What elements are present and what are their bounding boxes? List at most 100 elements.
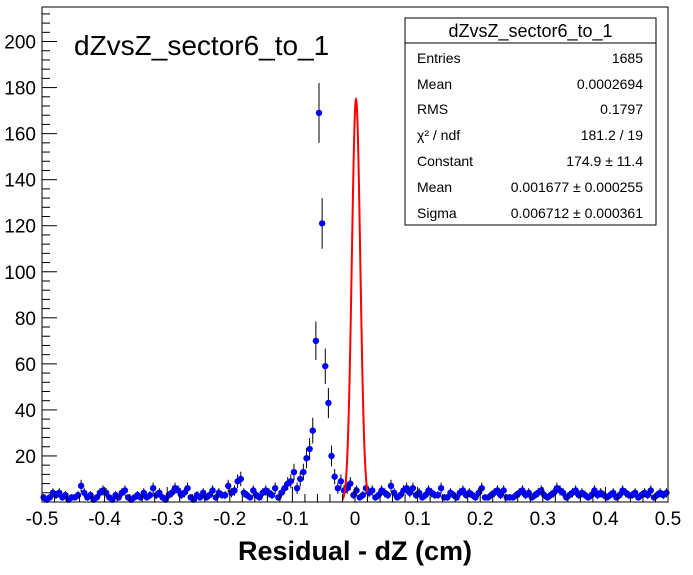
point-marker bbox=[409, 484, 417, 492]
stats-label-entries: Entries bbox=[417, 50, 461, 66]
point-marker bbox=[337, 478, 345, 485]
point-marker bbox=[174, 487, 182, 494]
data-point bbox=[397, 491, 404, 500]
x-axis: -0.5 -0.4 -0.3 -0.2 -0.1 0 0.1 0.2 0.3 0.4 0.5 bbox=[26, 487, 681, 530]
point-marker bbox=[384, 491, 392, 499]
data-point bbox=[591, 485, 598, 496]
point-marker bbox=[256, 494, 263, 501]
point-marker bbox=[209, 487, 216, 494]
point-marker bbox=[359, 491, 367, 499]
data-point bbox=[444, 494, 451, 501]
stats-label-fit-mean: Mean bbox=[417, 179, 452, 195]
point-marker bbox=[293, 484, 301, 492]
point-marker bbox=[478, 484, 485, 492]
point-marker bbox=[434, 491, 442, 499]
data-point bbox=[287, 474, 295, 489]
point-marker bbox=[572, 487, 579, 494]
point-marker bbox=[300, 468, 307, 476]
y-tick-label: 80 bbox=[15, 309, 36, 330]
point-marker bbox=[644, 491, 651, 499]
point-marker bbox=[149, 484, 157, 492]
data-point bbox=[184, 482, 191, 494]
data-point bbox=[478, 482, 485, 494]
data-point bbox=[331, 469, 338, 485]
point-marker bbox=[328, 452, 335, 460]
data-point bbox=[290, 463, 298, 481]
point-marker bbox=[303, 455, 310, 462]
point-marker bbox=[322, 362, 329, 370]
x-axis-title: Residual - dZ (cm) bbox=[238, 536, 472, 566]
x-tick-label: 0.1 bbox=[404, 509, 430, 530]
point-marker bbox=[231, 487, 238, 494]
point-marker bbox=[121, 487, 129, 494]
stats-value-fit-mean: 0.001677 ± 0.000255 bbox=[511, 179, 643, 195]
data-point bbox=[312, 321, 320, 361]
data-point bbox=[121, 485, 129, 496]
stats-value-constant: 174.9 ± 11.4 bbox=[566, 153, 643, 169]
point-marker bbox=[196, 494, 204, 501]
data-point bbox=[196, 494, 204, 501]
stats-value-rms: 0.1797 bbox=[600, 101, 643, 117]
data-point bbox=[81, 488, 88, 498]
data-point bbox=[434, 491, 442, 500]
stats-label-rms: RMS bbox=[417, 101, 448, 117]
x-tick-label: 0 bbox=[350, 509, 361, 530]
y-tick-label: 20 bbox=[15, 447, 36, 468]
point-marker bbox=[168, 489, 176, 496]
data-point bbox=[174, 485, 182, 496]
data-point bbox=[315, 82, 323, 143]
data-point bbox=[271, 482, 279, 494]
point-marker bbox=[312, 337, 320, 345]
data-point bbox=[422, 491, 429, 500]
point-marker bbox=[519, 487, 526, 494]
data-point bbox=[572, 485, 579, 496]
stats-box: dZvsZ_sector6_to_1 Entries 1685 Mean 0.0… bbox=[404, 17, 657, 226]
data-point bbox=[494, 485, 501, 496]
x-tick-label: 0.2 bbox=[467, 509, 493, 530]
data-point bbox=[93, 494, 100, 501]
data-point bbox=[437, 482, 445, 494]
point-marker bbox=[290, 468, 298, 476]
point-marker bbox=[494, 487, 501, 494]
point-marker bbox=[109, 496, 116, 503]
stats-label-mean: Mean bbox=[417, 76, 452, 92]
point-marker bbox=[271, 484, 279, 492]
data-point bbox=[459, 485, 467, 496]
point-marker bbox=[246, 494, 254, 501]
data-point bbox=[318, 198, 326, 249]
point-marker bbox=[315, 109, 323, 117]
point-marker bbox=[81, 489, 88, 496]
data-point bbox=[237, 471, 244, 487]
point-marker bbox=[422, 491, 429, 499]
data-point bbox=[647, 485, 654, 496]
point-marker bbox=[297, 475, 304, 483]
data-point bbox=[406, 488, 413, 498]
data-point bbox=[409, 482, 417, 494]
point-marker bbox=[268, 491, 276, 499]
data-point bbox=[181, 488, 188, 498]
stats-label-chi2: χ² / ndf bbox=[417, 127, 460, 143]
data-point bbox=[644, 491, 651, 500]
data-point bbox=[109, 496, 116, 503]
data-point bbox=[206, 491, 213, 500]
point-marker bbox=[46, 494, 54, 501]
data-point bbox=[631, 488, 639, 498]
data-point bbox=[384, 491, 392, 500]
stats-box-frame bbox=[404, 17, 657, 226]
data-point bbox=[168, 488, 176, 498]
data-point bbox=[497, 491, 504, 500]
stats-value-mean: 0.0002694 bbox=[577, 76, 643, 92]
data-point bbox=[369, 485, 376, 496]
data-point bbox=[500, 485, 507, 496]
x-tick-label: 0.3 bbox=[530, 509, 556, 530]
point-marker bbox=[287, 478, 295, 485]
point-marker bbox=[281, 484, 288, 492]
point-marker bbox=[353, 487, 360, 494]
point-marker bbox=[631, 489, 639, 496]
data-point bbox=[156, 488, 163, 498]
stats-label-sigma: Sigma bbox=[417, 205, 457, 221]
point-marker bbox=[444, 494, 451, 501]
point-marker bbox=[387, 482, 395, 490]
point-marker bbox=[610, 489, 617, 496]
